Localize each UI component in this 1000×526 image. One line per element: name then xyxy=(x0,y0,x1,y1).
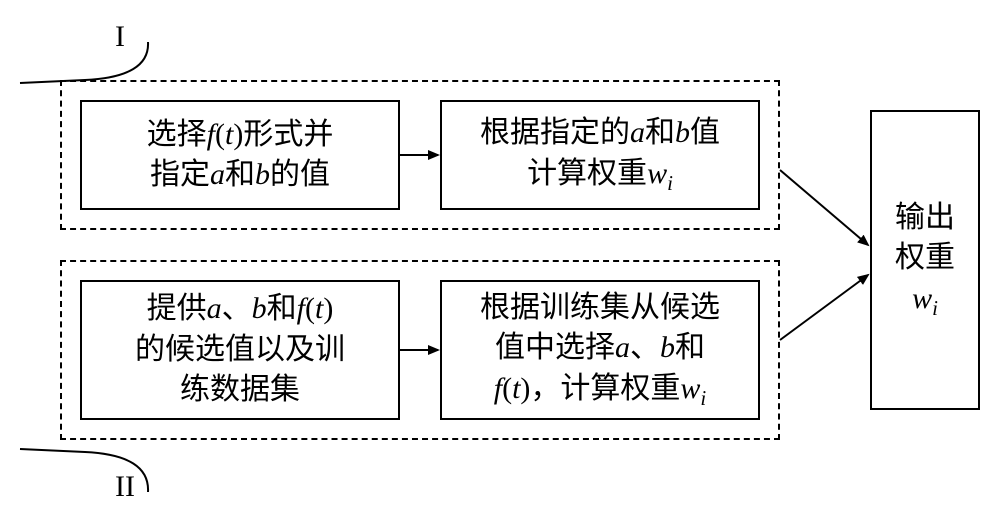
diagram-canvas: 选择f(t)形式并 指定a和b的值 根据指定的a和b值 计算权重wi 提供a、b… xyxy=(0,0,1000,526)
connectors xyxy=(0,0,1000,526)
